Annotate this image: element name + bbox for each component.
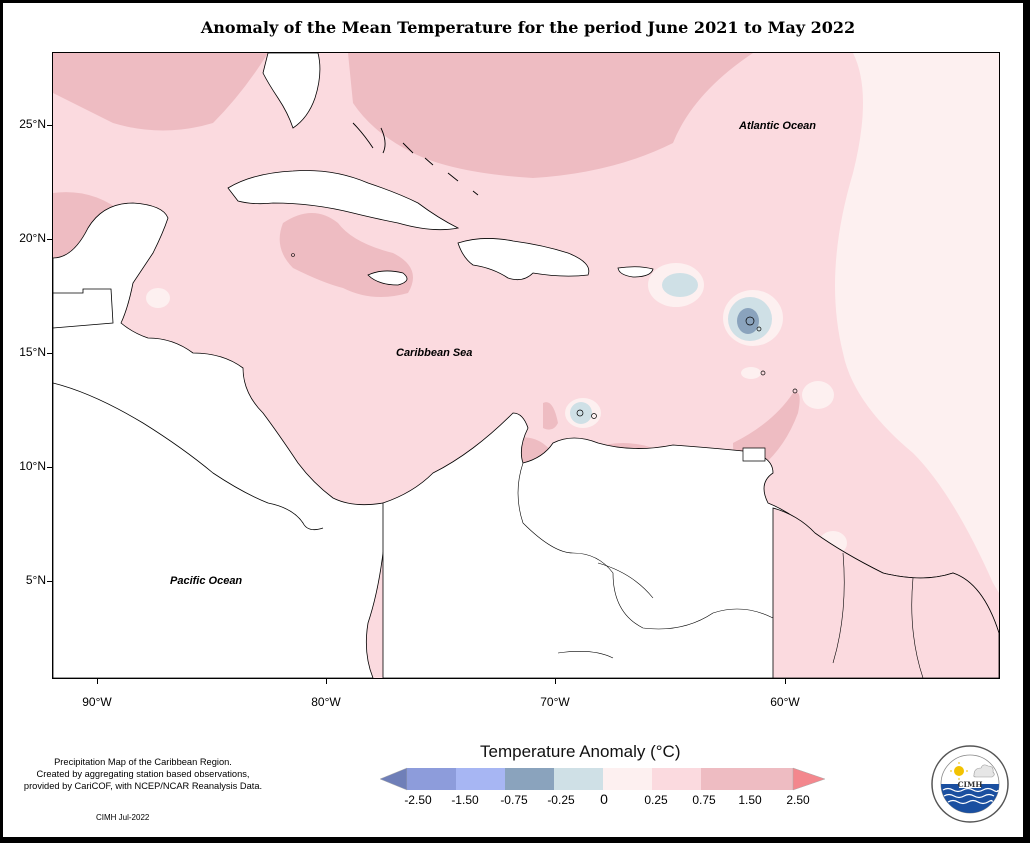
pacific-ocean-label: Pacific Ocean [170,575,243,587]
date-note: CIMH Jul-2022 [96,813,150,822]
color-bar-swatch [750,768,793,790]
lon-tick-80w: 80°W [311,695,341,709]
legend-label: -0.75 [500,793,528,807]
anomaly-map [53,53,999,678]
lon-mark [785,679,786,684]
legend-label: -0.25 [547,793,575,807]
lat-tick-25n: 25°N [19,117,46,131]
color-bar-swatch [505,768,554,790]
credits: Precipitation Map of the Caribbean Regio… [4,756,282,792]
cuba [227,170,460,231]
lat-mark [47,353,52,354]
lat-tick-5n: 5°N [25,573,46,587]
color-bar-swatch [554,768,603,790]
legend-label: -1.50 [451,793,479,807]
bahamas [352,122,479,196]
anomaly-field-cool-pr [662,273,698,297]
credits-line: provided by CariCOF, with NCEP/NCAR Rean… [23,781,263,791]
caribbean-sea-label: Caribbean Sea [396,347,473,359]
lon-mark [97,679,98,684]
legend-label: 0.75 [692,793,716,807]
color-bar-swatch [407,768,456,790]
credits-line: Created by aggregating station based obs… [36,769,250,779]
color-bar [380,767,826,791]
lon-mark [555,679,556,684]
anomaly-field-high-north [348,53,753,178]
color-bar-swatch [652,768,701,790]
trinidad [742,447,766,462]
lat-tick-20n: 20°N [19,231,46,245]
legend-title: Temperature Anomaly (°C) [480,742,681,761]
puerto-rico [617,266,654,278]
lat-mark [47,239,52,240]
guianas [772,507,999,678]
legend-label: 0.25 [644,793,668,807]
color-bar-swatch [701,768,750,790]
map-panel: Atlantic Ocean Caribbean Sea Pacific Oce… [52,52,1000,679]
lon-tick-90w: 90°W [82,695,112,709]
legend-label: -2.50 [404,793,432,807]
lon-tick-70w: 70°W [540,695,570,709]
lon-tick-60w: 60°W [770,695,800,709]
legend-label: 0 [600,791,608,807]
color-bar-swatch [792,767,826,791]
credits-line: Precipitation Map of the Caribbean Regio… [54,757,232,767]
lat-tick-15n: 15°N [19,345,46,359]
florida [262,53,321,129]
lat-mark [47,125,52,126]
cimh-logo-icon: CIMH [931,745,1009,823]
lon-mark [326,679,327,684]
anomaly-field-cool-curacao [570,402,592,424]
color-bar-swatch [456,768,505,790]
lat-mark [47,581,52,582]
map-title: Anomaly of the Mean Temperature for the … [200,18,856,37]
anomaly-field-low-east [835,53,999,593]
legend-label: 2.50 [786,793,810,807]
color-bar-swatch [380,767,408,791]
atlantic-ocean-label: Atlantic Ocean [739,120,817,132]
color-bar-swatch [603,768,652,790]
hispaniola [457,238,590,281]
anomaly-field-high-northwest [53,53,268,131]
legend-label: 1.50 [738,793,762,807]
jamaica [367,270,408,286]
anomaly-field-colder-guadeloupe [737,308,759,334]
lat-mark [47,467,52,468]
lat-tick-10n: 10°N [19,459,46,473]
logo-text: CIMH [958,780,983,789]
